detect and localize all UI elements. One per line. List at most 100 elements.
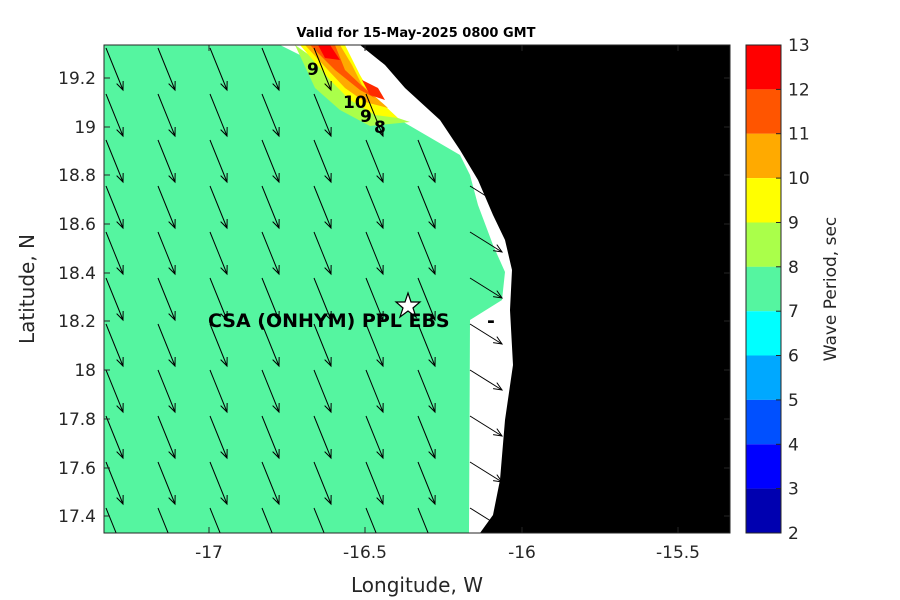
y-tick-label: 18 — [74, 361, 96, 381]
wave-arrow — [365, 231, 384, 275]
colorbar-tick-label: 2 — [788, 524, 799, 544]
wave-arrow-head — [429, 541, 435, 550]
contour-label: 8 — [374, 118, 386, 138]
wave-arrow — [313, 47, 332, 91]
wave-arrow — [105, 415, 124, 459]
wave-arrow-head — [272, 402, 280, 414]
colorbar-tick-label: 9 — [788, 214, 799, 234]
wave-arrow — [157, 277, 176, 321]
wave-arrow-head — [376, 448, 384, 460]
wave-arrow-head — [168, 80, 176, 92]
wave-arrow-head — [168, 218, 176, 230]
colorbar-swatch — [746, 399, 781, 445]
wave-arrow-head — [168, 264, 176, 276]
wave-arrow-head — [116, 218, 124, 230]
colorbar-tick-label: 11 — [788, 125, 810, 145]
wave-arrow-head — [272, 356, 280, 368]
wave-arrow — [105, 461, 124, 505]
wave-arrow-head — [493, 336, 504, 345]
wave-arrow-head — [428, 494, 436, 506]
wave-arrow — [417, 369, 436, 413]
y-tick-label: 18.8 — [58, 166, 96, 186]
wave-arrow — [365, 507, 377, 533]
wave-arrow-head — [376, 126, 384, 138]
wave-arrow — [365, 139, 384, 183]
wave-arrow-head — [168, 310, 176, 322]
wave-arrow-head — [272, 172, 280, 184]
wave-direction-arrows — [105, 47, 504, 550]
wave-arrow — [469, 323, 503, 345]
wave-arrow — [209, 369, 228, 413]
wave-arrow — [313, 93, 332, 137]
wave-arrow — [157, 93, 176, 137]
colorbar-tick-label: 13 — [788, 36, 810, 56]
wave-arrow — [313, 507, 325, 533]
y-tick-label: 18.2 — [58, 312, 96, 332]
y-axis-label: Latitude, N — [15, 234, 39, 344]
x-tick-marks — [208, 45, 679, 533]
wave-arrow-head — [493, 198, 504, 207]
wave-arrow-head — [220, 310, 228, 322]
wave-arrow — [261, 185, 280, 229]
wave-arrow-head — [116, 172, 124, 184]
wave-arrow — [469, 185, 503, 207]
wave-arrow — [417, 461, 436, 505]
wave-arrow — [417, 139, 436, 183]
wave-arrow-head — [324, 356, 332, 368]
y-tick-marks — [104, 77, 730, 517]
wave-arrow — [417, 507, 429, 533]
wave-arrow — [313, 369, 332, 413]
x-tick-label: -17 — [195, 543, 223, 563]
wave-arrow — [469, 415, 503, 437]
land-mass — [360, 45, 730, 533]
wave-arrow-head — [376, 356, 384, 368]
wave-arrow-head — [493, 474, 504, 483]
contour-label: 10 — [343, 93, 367, 113]
wave-arrow — [313, 277, 332, 321]
colorbar-swatch — [746, 311, 781, 356]
wave-arrow — [209, 93, 228, 137]
wave-arrow — [365, 185, 384, 229]
wave-arrow — [157, 415, 176, 459]
site-star-icon — [394, 291, 422, 319]
wave-arrow-head — [116, 264, 124, 276]
wave-arrow — [469, 507, 503, 529]
wave-arrow-head — [376, 172, 384, 184]
wave-arrow — [261, 369, 280, 413]
colorbar-swatch — [746, 266, 781, 312]
wave-arrow — [105, 93, 124, 137]
period-band-12 — [318, 45, 340, 60]
wave-arrow-head — [324, 264, 332, 276]
wave-arrow — [105, 277, 124, 321]
colorbar-label: Wave Period, sec — [821, 217, 841, 362]
axes-frame — [103, 44, 731, 534]
wave-arrow — [261, 231, 280, 275]
colorbar-tick-marks — [776, 88, 781, 490]
y-tick-label: 18.6 — [58, 215, 96, 235]
wave-arrow — [209, 185, 228, 229]
wave-arrow — [209, 47, 228, 91]
x-axis-label: Longitude, W — [351, 573, 483, 597]
wave-arrow — [209, 323, 228, 367]
wave-arrow-head — [168, 402, 176, 414]
period-band-11 — [310, 45, 375, 98]
wave-arrow — [313, 415, 332, 459]
wave-arrow — [209, 139, 228, 183]
wave-arrow-head — [324, 126, 332, 138]
wave-arrow-head — [220, 172, 228, 184]
wave-arrow — [261, 415, 280, 459]
x-tick-label: -16 — [508, 543, 536, 563]
wave-arrow — [157, 461, 176, 505]
wave-arrow — [157, 369, 176, 413]
wave-arrow-head — [324, 494, 332, 506]
wave-arrow-head — [272, 264, 280, 276]
wave-arrow — [105, 231, 124, 275]
y-tick-label: 19.2 — [58, 69, 96, 89]
wave-arrow — [261, 507, 273, 533]
wave-arrow-head — [220, 264, 228, 276]
colorbar-tick-label: 4 — [788, 435, 799, 455]
wave-arrow-head — [324, 402, 332, 414]
wave-arrow — [209, 231, 228, 275]
wave-arrow — [417, 415, 436, 459]
